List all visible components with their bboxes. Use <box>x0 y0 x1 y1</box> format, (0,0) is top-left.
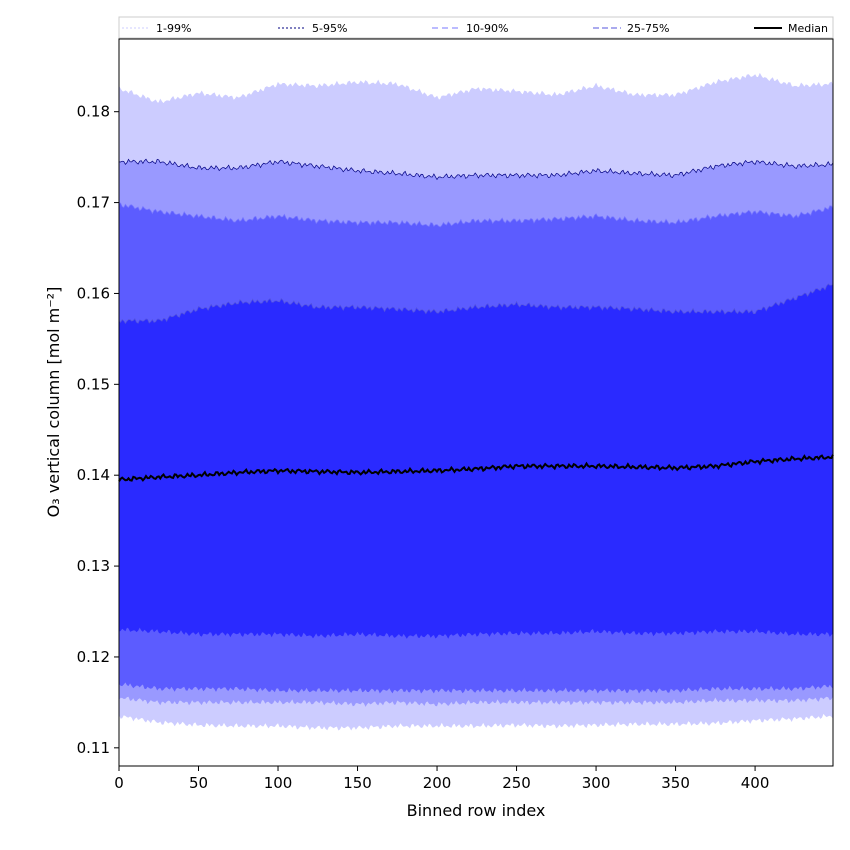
plot-frame <box>118 38 834 767</box>
x-tick-label: 350 <box>661 774 690 792</box>
legend-label-1-99pct: 1-99% <box>156 22 191 35</box>
median-layer <box>118 454 834 482</box>
legend-label-Median: Median <box>788 22 828 35</box>
x-tick-label: 200 <box>423 774 452 792</box>
band-1-99pct-upper-line <box>118 72 834 105</box>
x-tick-label: 400 <box>741 774 770 792</box>
x-axis-title: Binned row index <box>407 801 546 820</box>
legend-label-5-95pct: 5-95% <box>312 22 347 35</box>
y-tick-label: 0.18 <box>77 103 110 121</box>
legend-box <box>118 16 834 39</box>
x-tick-label: 100 <box>264 774 293 792</box>
legend: 1-99% 5-95% 10-90% 25-75% Median <box>118 16 834 39</box>
x-tick-label: 250 <box>502 774 531 792</box>
bands-layer <box>119 73 833 731</box>
axes-layer: 0 50 100 150 200 250 300 350 400 0.11 0.12 0.13 0.14… <box>77 38 834 792</box>
y-tick-label: 0.13 <box>77 557 110 575</box>
x-tick-label: 0 <box>114 774 124 792</box>
legend-label-10-90pct: 10-90% <box>466 22 508 35</box>
x-tick-label: 300 <box>582 774 611 792</box>
band-lines-layer <box>118 72 834 325</box>
legend-label-25-75pct: 25-75% <box>627 22 669 35</box>
y-tick-label: 0.12 <box>77 648 110 666</box>
y-tick-label: 0.15 <box>77 375 110 393</box>
band-10-90pct-upper-line <box>118 202 834 228</box>
x-tick-label: 50 <box>189 774 208 792</box>
y-tick-label: 0.17 <box>77 194 110 212</box>
y-tick-label: 0.11 <box>77 739 110 757</box>
y-tick-label: 0.14 <box>77 466 110 484</box>
y-tick-label: 0.16 <box>77 284 110 302</box>
band-5-95pct-upper-line <box>118 158 834 181</box>
band-25-75pct-fill <box>119 283 833 639</box>
band-25-75pct-upper-line <box>118 283 834 325</box>
median-line <box>118 454 834 482</box>
x-tick-label: 150 <box>343 774 372 792</box>
y-axis-title: O₃ vertical column [mol m⁻²] <box>44 287 63 518</box>
